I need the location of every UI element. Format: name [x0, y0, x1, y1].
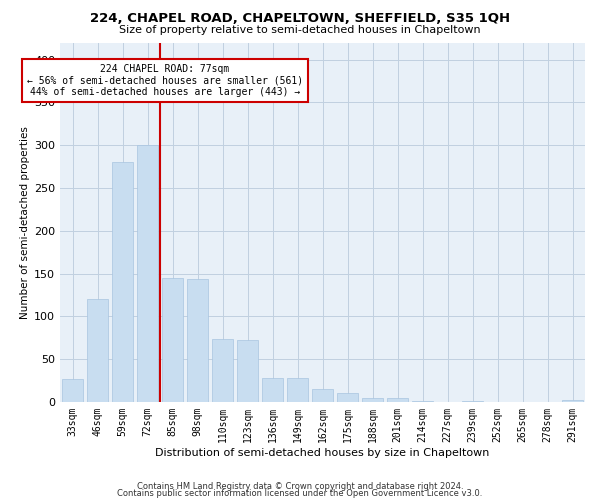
Text: Size of property relative to semi-detached houses in Chapeltown: Size of property relative to semi-detach…	[119, 25, 481, 35]
Bar	[162, 278, 183, 402]
Bar	[287, 378, 308, 402]
Bar	[412, 401, 433, 402]
Text: 224 CHAPEL ROAD: 77sqm
← 56% of semi-detached houses are smaller (561)
44% of se: 224 CHAPEL ROAD: 77sqm ← 56% of semi-det…	[27, 64, 303, 97]
X-axis label: Distribution of semi-detached houses by size in Chapeltown: Distribution of semi-detached houses by …	[155, 448, 490, 458]
Bar	[462, 401, 483, 402]
Text: Contains HM Land Registry data © Crown copyright and database right 2024.: Contains HM Land Registry data © Crown c…	[137, 482, 463, 491]
Bar	[87, 299, 108, 402]
Bar	[312, 389, 333, 402]
Bar	[362, 398, 383, 402]
Y-axis label: Number of semi-detached properties: Number of semi-detached properties	[20, 126, 30, 318]
Bar	[212, 340, 233, 402]
Bar	[387, 398, 408, 402]
Text: 224, CHAPEL ROAD, CHAPELTOWN, SHEFFIELD, S35 1QH: 224, CHAPEL ROAD, CHAPELTOWN, SHEFFIELD,…	[90, 12, 510, 26]
Bar	[237, 340, 258, 402]
Bar	[137, 145, 158, 402]
Bar	[562, 400, 583, 402]
Bar	[337, 394, 358, 402]
Text: Contains public sector information licensed under the Open Government Licence v3: Contains public sector information licen…	[118, 490, 482, 498]
Bar	[187, 280, 208, 402]
Bar	[262, 378, 283, 402]
Bar	[62, 378, 83, 402]
Bar	[112, 162, 133, 402]
